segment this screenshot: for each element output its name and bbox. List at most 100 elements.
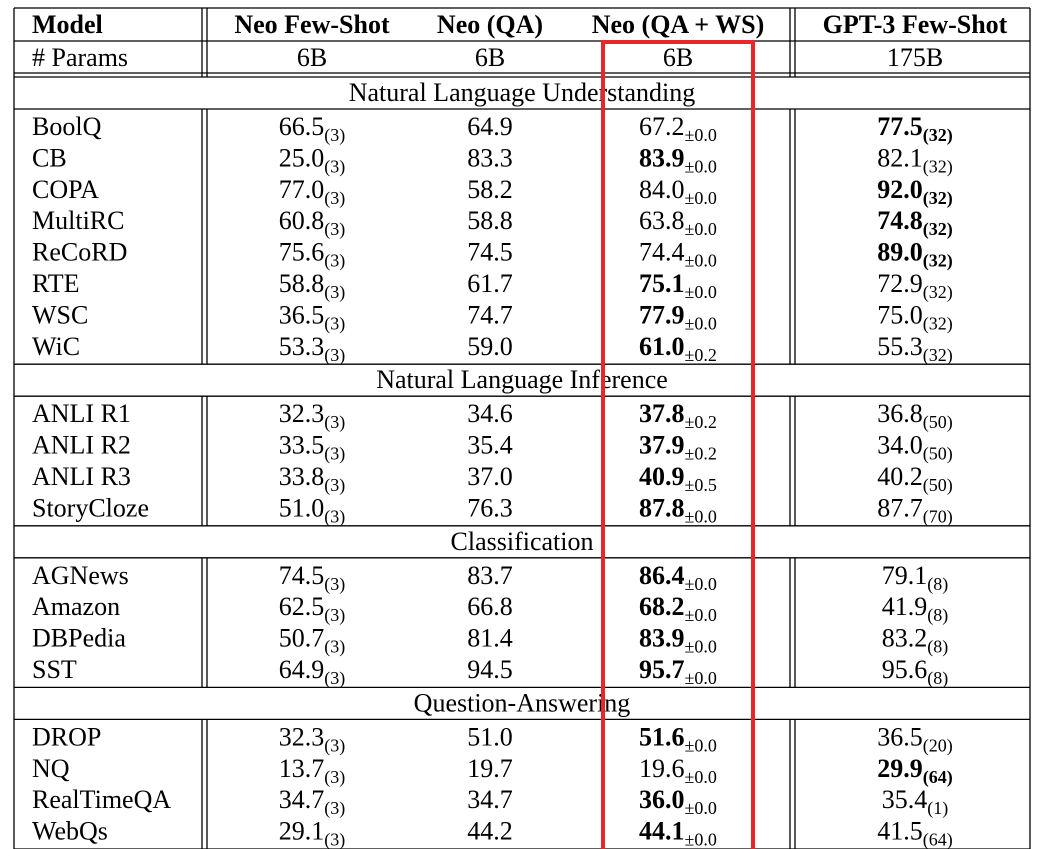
cell: 29.1(3)	[279, 817, 346, 849]
row-label: AGNews	[32, 561, 129, 590]
cell-value: 33.8	[279, 462, 325, 491]
row-label: NQ	[32, 754, 70, 783]
cell-value: 41.5	[877, 817, 923, 846]
cell: 35.4	[467, 431, 513, 460]
row-label: RTE	[32, 269, 80, 298]
cell-subscript: (3)	[324, 156, 345, 177]
cell-subscript: ±0.0	[685, 605, 717, 625]
cell: 63.8±0.0	[639, 206, 717, 239]
cell: 64.9(3)	[279, 655, 346, 689]
cell-value: 74.8	[877, 206, 923, 235]
row-label: BoolQ	[32, 112, 102, 141]
row-label: Amazon	[32, 592, 120, 621]
cell-subscript: (3)	[324, 574, 345, 595]
cell: 36.0±0.0	[639, 785, 717, 818]
cell: 41.5(64)	[877, 817, 953, 849]
cell-value: 75.0	[877, 300, 923, 329]
cell: 29.9(64)	[877, 754, 953, 788]
cell-subscript: ±0.0	[685, 637, 717, 657]
cell-value: 51.0	[279, 493, 325, 522]
cell-subscript: (3)	[324, 444, 345, 465]
cell: 83.9±0.0	[639, 143, 717, 176]
cell-subscript: ±0.0	[685, 767, 717, 787]
cell: 75.1±0.0	[639, 269, 717, 302]
cell-value: 77.5	[877, 112, 923, 141]
cell-subscript: ±0.0	[685, 798, 717, 818]
cell-subscript: (3)	[324, 345, 345, 366]
cell-value: 61.0	[639, 332, 685, 361]
cell-subscript: (3)	[324, 605, 345, 626]
section-title: Natural Language Inference	[376, 365, 668, 394]
cell-value: 35.4	[882, 785, 928, 814]
cell: 92.0(32)	[877, 175, 953, 209]
cell-subscript: (3)	[324, 219, 345, 240]
cell: 62.5(3)	[279, 592, 346, 626]
cell: 77.9±0.0	[639, 300, 717, 333]
cell-value: 44.1	[639, 817, 685, 846]
row-label: DROP	[32, 722, 101, 751]
cell-value: 66.5	[279, 112, 325, 141]
cell-value: 74.5	[279, 561, 325, 590]
cell-value: 41.9	[882, 592, 928, 621]
cell: 32.3(3)	[279, 722, 346, 756]
cell: 51.0	[467, 722, 513, 751]
cell-value: 83.9	[639, 143, 685, 172]
cell-value: 84.0	[639, 175, 685, 204]
cell-subscript: (20)	[923, 735, 953, 756]
cell-subscript: ±0.0	[685, 735, 717, 755]
cell-value: 64.9	[279, 655, 325, 684]
cell-value: 86.4	[639, 561, 685, 590]
cell: 6B	[663, 43, 693, 72]
cell-value: 29.9	[877, 754, 923, 783]
cell-value: 37.9	[639, 431, 685, 460]
row-label: SST	[32, 655, 77, 684]
cell-value: 77.9	[639, 300, 685, 329]
cell: 74.5	[467, 238, 513, 267]
cell-value: 77.0	[279, 175, 325, 204]
highlight-box	[601, 40, 755, 849]
cell-value: 95.7	[639, 655, 685, 684]
cell: 41.9(8)	[882, 592, 949, 626]
cell-subscript: (3)	[324, 506, 345, 527]
cell-value: 33.5	[279, 431, 325, 460]
cell-subscript: (64)	[923, 767, 953, 788]
row-label: WiC	[32, 332, 80, 361]
cell: 37.0	[467, 462, 513, 491]
cell-subscript: ±0.0	[685, 219, 717, 239]
cell: 77.5(32)	[877, 112, 953, 146]
cell-subscript: ±0.0	[685, 574, 717, 594]
cell: 40.9±0.5	[639, 462, 717, 495]
cell: Neo Few-Shot	[234, 10, 390, 39]
cell: 58.8(3)	[279, 269, 346, 303]
cell-value: 40.9	[639, 462, 685, 491]
cell-value: 67.2	[639, 112, 685, 141]
cell-value: 36.5	[877, 722, 923, 751]
cell-value: 13.7	[279, 754, 325, 783]
cell-value: 58.8	[279, 269, 325, 298]
row-label: CB	[32, 143, 67, 172]
cell: 76.3	[467, 493, 513, 522]
cell-subscript: (3)	[324, 830, 345, 849]
cell: 34.7	[467, 785, 513, 814]
section-title: Classification	[451, 527, 594, 556]
cell: 51.6±0.0	[639, 722, 717, 755]
cell: 6B	[297, 43, 327, 72]
cell-subscript: ±0.2	[685, 412, 717, 432]
cell: 95.7±0.0	[639, 655, 717, 688]
cell-subscript: (32)	[923, 251, 953, 272]
cell: 60.8(3)	[279, 206, 346, 240]
cell-subscript: (32)	[923, 313, 953, 334]
cell-value: 37.8	[639, 399, 685, 428]
cell-value: 74.4	[639, 238, 685, 267]
cell: 34.6	[467, 399, 513, 428]
cell: 55.3(32)	[877, 332, 953, 366]
cell: 66.5(3)	[279, 112, 346, 146]
cell: 53.3(3)	[279, 332, 346, 366]
cell-value: 68.2	[639, 592, 685, 621]
row-label: # Params	[32, 43, 128, 72]
cell: 61.0±0.2	[639, 332, 717, 365]
cell-value: 55.3	[877, 332, 923, 361]
cell: 75.6(3)	[279, 238, 346, 272]
cell-subscript: (8)	[927, 605, 948, 626]
